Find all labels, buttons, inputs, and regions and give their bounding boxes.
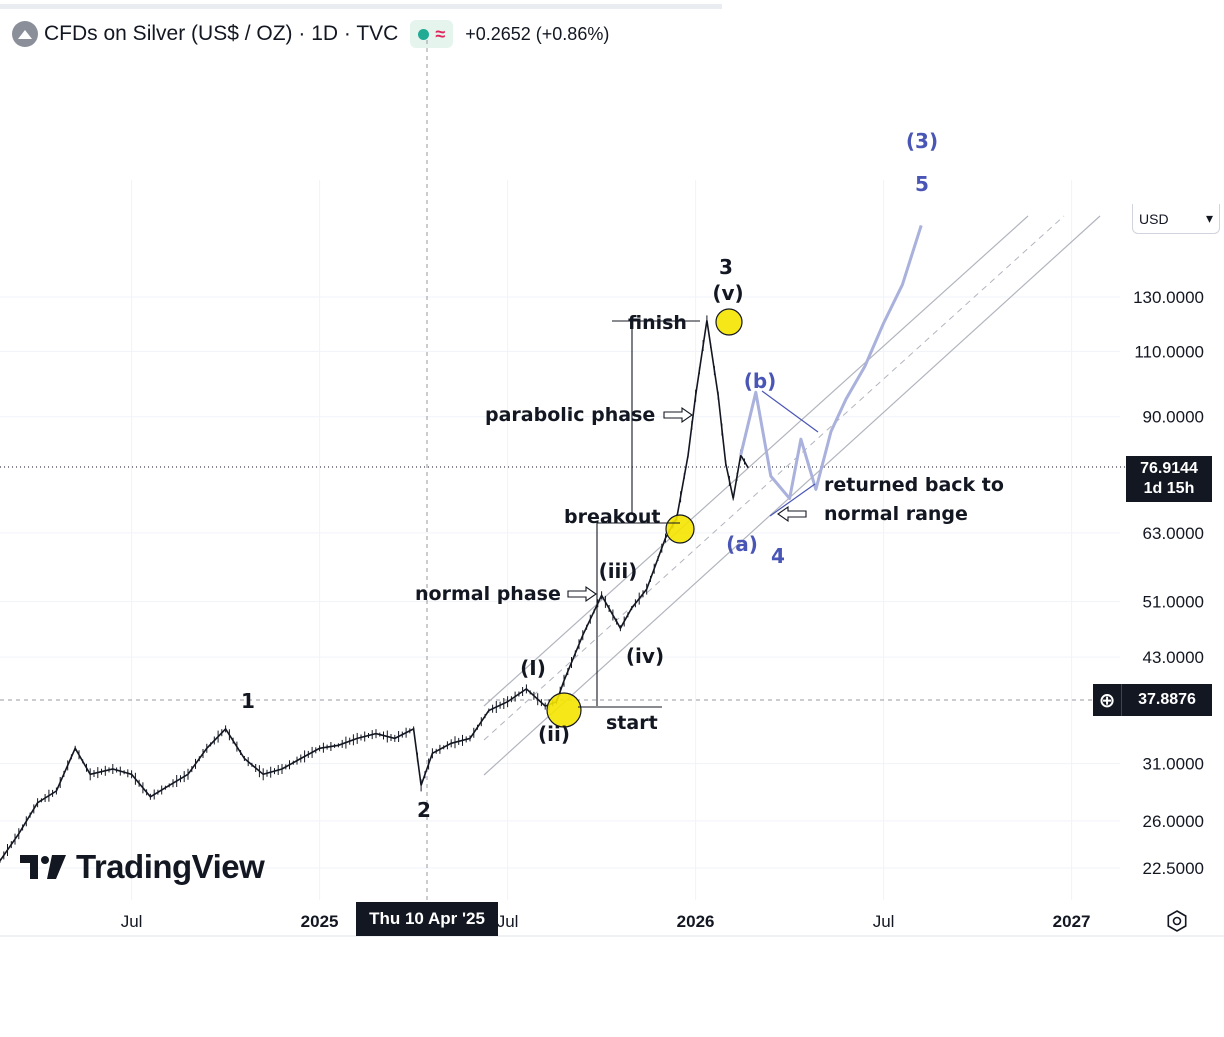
y-tick-label: 63.0000: [1143, 524, 1204, 543]
highlight-circle: [665, 514, 695, 544]
y-tick-label: 110.0000: [1134, 342, 1204, 361]
price-series: [0, 315, 749, 863]
price-line: [0, 320, 749, 862]
x-tick-label: Jul: [121, 912, 143, 931]
market-open-dot-icon: [418, 28, 430, 40]
bar-countdown: 1d 15h: [1143, 480, 1195, 497]
y-tick-label: 31.0000: [1143, 755, 1204, 774]
wave-label-I: (I): [520, 656, 546, 680]
wave-connector: [761, 390, 819, 433]
normal-bracket: [578, 522, 680, 708]
parabolic-bracket: [612, 320, 700, 515]
tradingview-logo-icon: [20, 855, 66, 879]
arrow-right-icon: [663, 406, 693, 424]
y-tick-label: 22.5000: [1143, 859, 1204, 878]
x-axis-ticks: Jul 2025 Jul 2026 Jul 2027: [121, 912, 1091, 931]
annotation-normal-phase: normal phase: [415, 583, 561, 605]
chevron-down-icon: ▾: [1205, 210, 1213, 226]
y-axis-ticks: 130.0000 110.0000 90.0000 63.0000 51.0000 43.…: [1133, 288, 1204, 878]
plus-circle-icon[interactable]: ⊕: [1093, 684, 1122, 716]
annotation-start: start: [606, 712, 658, 734]
symbol-icon: [12, 21, 38, 47]
x-tick-label: 2027: [1053, 912, 1091, 931]
horizontal-line-value: 37.8876: [1138, 691, 1196, 708]
annotation-labels: finish parabolic phase breakout normal phas…: [241, 129, 1004, 822]
price-change: +0.2652 (+0.86%): [465, 23, 610, 44]
trend-channel: [483, 215, 1101, 776]
logo-text: TradingView: [76, 848, 265, 885]
wave-label-ii: (ii): [538, 722, 570, 746]
wave-label-iii: (iii): [599, 559, 638, 583]
x-tick-label: 2026: [677, 912, 715, 931]
projection-series: [739, 224, 923, 500]
x-tick-label: 2025: [301, 912, 339, 931]
highlight-circle: [715, 308, 743, 336]
annotation-returned: returned back to: [824, 474, 1004, 496]
y-tick-label: 51.0000: [1143, 593, 1204, 612]
annotation-normal-range: normal range: [824, 503, 968, 525]
wave-label-b: (b): [744, 369, 777, 393]
currency-selector[interactable]: USD ▾: [1132, 204, 1220, 234]
wave-label-2: 2: [417, 798, 431, 822]
wave-connector: [769, 483, 816, 517]
last-price-tag: 76.9144 1d 15h: [1126, 456, 1212, 502]
arrow-right-icon: [567, 585, 597, 603]
x-tick-label: Jul: [497, 912, 519, 931]
wave-label-v: (v): [712, 281, 743, 305]
last-price: 76.9144: [1140, 460, 1198, 477]
channel-lower: [483, 215, 1101, 776]
grid-lines: [0, 40, 1224, 937]
channel-upper: [483, 215, 1029, 707]
arrow-left-icon: [777, 505, 807, 523]
y-tick-label: 26.0000: [1143, 812, 1204, 831]
y-tick-label: 90.0000: [1143, 408, 1204, 427]
wave-label-a: (a): [726, 532, 758, 556]
highlight-circle: [546, 692, 582, 728]
data-status-icon: ≈: [435, 23, 446, 44]
wave-label-1: 1: [241, 689, 255, 713]
y-tick-label: 130.0000: [1133, 288, 1204, 307]
tradingview-logo[interactable]: TradingView: [20, 848, 265, 886]
annotation-overlays: [546, 308, 819, 728]
wave-label-5: 5: [915, 172, 929, 196]
y-tick-label: 43.0000: [1143, 648, 1204, 667]
wave-label-iv: (iv): [626, 644, 664, 668]
x-tick-label: Jul: [873, 912, 895, 931]
currency-label: USD: [1139, 211, 1169, 227]
wave-label-4: 4: [771, 544, 785, 568]
annotation-finish: finish: [628, 312, 687, 334]
settings-icon[interactable]: [1166, 910, 1188, 932]
market-status-pill[interactable]: ≈: [410, 20, 454, 48]
top-toolbar-strip: [0, 4, 722, 9]
wave-label-3: 3: [719, 255, 733, 279]
top-bar: [0, 0, 722, 62]
horizontal-line-tag[interactable]: ⊕ 37.8876: [1093, 684, 1212, 716]
annotation-parabolic: parabolic phase: [485, 404, 655, 426]
wave-label-3-degree: (3): [906, 129, 938, 153]
projection-line: [739, 224, 923, 500]
symbol-title[interactable]: CFDs on Silver (US$ / OZ) · 1D · TVC: [44, 22, 399, 45]
legend-header[interactable]: CFDs on Silver (US$ / OZ) · 1D · TVC ≈ +…: [12, 18, 609, 50]
annotation-breakout: breakout: [564, 506, 660, 528]
crosshair-date-tag: Thu 10 Apr '25: [356, 902, 498, 936]
